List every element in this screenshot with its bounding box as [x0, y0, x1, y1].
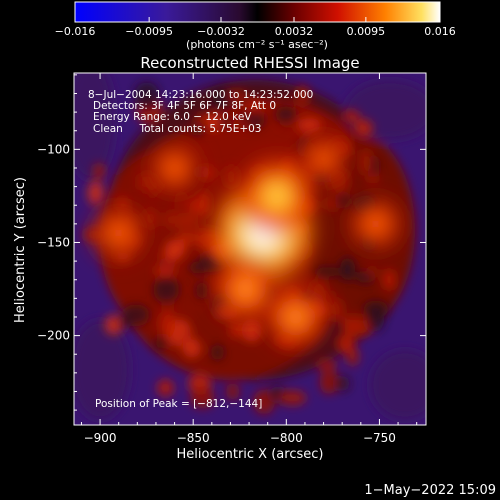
mottle-blob: [104, 314, 123, 335]
mottle-blob: [87, 180, 104, 206]
mottle-blob: [188, 261, 210, 274]
mottle-blob: [189, 124, 205, 136]
mottle-blob: [367, 305, 385, 332]
mottle-blob: [335, 375, 350, 392]
mottle-blob: [339, 256, 356, 282]
chart-title: Reconstructed RHESSI Image: [140, 54, 359, 72]
annotation-energy: Energy Range: 6.0 − 12.0 keV: [93, 111, 252, 123]
mottle-blob: [93, 163, 106, 179]
mottle-blob: [342, 316, 366, 337]
mottle-blob: [314, 266, 342, 277]
mottle-blob: [278, 390, 307, 406]
mottle-blob: [153, 276, 180, 304]
mottle-blob: [241, 318, 262, 343]
source-core: [285, 306, 307, 328]
mottle-blob: [324, 197, 340, 210]
mottle-blob: [159, 311, 175, 338]
mottle-blob: [224, 165, 239, 189]
mottle-blob: [199, 166, 214, 180]
mottle-blob: [226, 382, 240, 401]
colorbar: [75, 2, 440, 22]
x-tick-label: −900: [84, 431, 117, 445]
mottle-blob: [382, 268, 396, 291]
mottle-blob: [359, 148, 373, 176]
colorbar-tick-label: 0.0095: [347, 25, 386, 38]
y-tick-label: −150: [37, 235, 70, 249]
annotation-clean: Clean Total counts: 5.75E+03: [93, 123, 262, 135]
mottle-blob: [295, 85, 310, 107]
mottle-blob: [164, 239, 185, 259]
mottle-blob: [190, 387, 215, 409]
mottle-blob: [134, 81, 160, 110]
x-axis: −900 −850 −800 −750: [80, 73, 418, 445]
mottle-blob: [178, 218, 205, 239]
x-axis-label: Heliocentric X (arcsec): [177, 447, 324, 462]
mottle-blob: [298, 117, 322, 133]
mottle-blob: [154, 264, 176, 277]
mottle-blob: [275, 106, 297, 123]
mottle-blob: [196, 281, 208, 300]
plot-frame: [73, 72, 427, 426]
mottle-blob: [182, 338, 201, 358]
mottle-blob: [319, 368, 338, 395]
colorbar-tick-label: −0.0032: [197, 25, 245, 38]
mottle-blob: [353, 119, 373, 137]
mottle-blob: [330, 298, 344, 322]
mottle-blob: [232, 118, 252, 129]
colorbar-tick-label: 0.0032: [275, 25, 314, 38]
peak-position-label: Position of Peak = [−812,−144]: [95, 398, 262, 410]
y-tick-label: −200: [37, 329, 70, 343]
mottle-blob: [163, 211, 183, 228]
mottle-blob: [174, 190, 189, 214]
y-axis: −100 −150 −200: [37, 74, 426, 411]
colorbar-tick-label: −0.016: [55, 25, 96, 38]
colorbar-frame: [74, 1, 441, 23]
x-tick-label: −850: [177, 431, 210, 445]
y-axis-label: Heliocentric Y (arcsec): [13, 177, 28, 323]
x-tick-label: −800: [270, 431, 303, 445]
annotation-date: 8−Jul−2004 14:23:16.000 to 14:23:52.000: [88, 89, 313, 101]
source-core: [108, 223, 129, 243]
source-core: [315, 150, 332, 167]
mottle-blob: [366, 264, 378, 278]
mottle-blob: [336, 333, 355, 354]
bright-sources: [90, 134, 405, 348]
mottle-blob: [210, 344, 225, 361]
heatmap-image: [74, 73, 426, 425]
mottle-blob: [245, 99, 263, 113]
colorbar-tick-label: −0.0095: [125, 25, 173, 38]
mottle-blob: [207, 113, 221, 131]
mottle-blob: [226, 90, 248, 103]
annotation-detectors: Detectors: 3F 4F 5F 6F 7F 8F, Att 0: [93, 100, 276, 112]
source-core: [165, 158, 184, 178]
mottle-blob: [315, 359, 338, 370]
timestamp: 1−May−2022 15:09: [364, 483, 496, 498]
mottle-blob: [342, 110, 360, 123]
mottle-blob: [188, 197, 203, 215]
mottle-blob: [118, 315, 131, 329]
mottle-blob: [229, 321, 242, 339]
colorbar-unit-label: (photons cm⁻² s⁻¹ asec⁻²): [186, 38, 328, 51]
source-core: [264, 183, 290, 209]
mottle-blob: [157, 379, 174, 397]
mottle-blob: [253, 389, 275, 415]
x-tick-label: −750: [363, 431, 396, 445]
y-tick-label: −100: [37, 142, 70, 156]
annotation-block: 8−Jul−2004 14:23:16.000 to 14:23:52.000 …: [88, 89, 313, 135]
colorbar-ticks: −0.016 −0.0095 −0.0032 0.0032 0.0095 0.016: [55, 17, 456, 38]
colorbar-tick-label: 0.016: [424, 25, 456, 38]
source-core: [234, 277, 257, 301]
mottle-blob: [154, 336, 168, 350]
source-core: [365, 214, 386, 234]
mottle-blob: [143, 208, 159, 229]
